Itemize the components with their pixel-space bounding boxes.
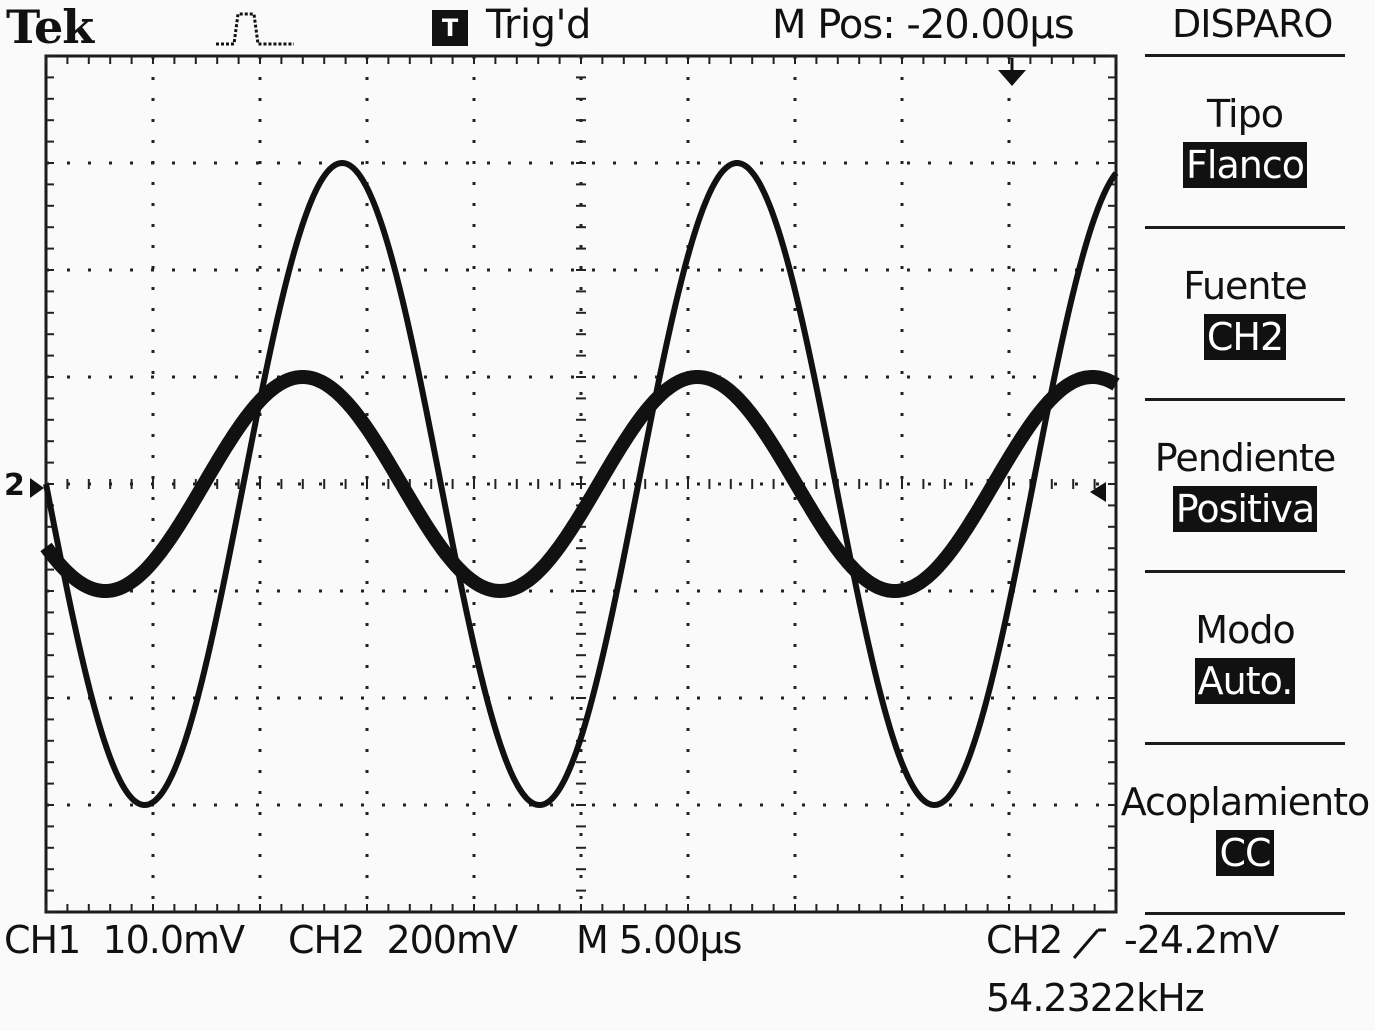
menu-item-label: Acoplamiento [1120,780,1371,824]
trigger-status: Trig'd [486,2,591,48]
menu-divider [1145,570,1345,573]
menu-item-acoplamiento[interactable]: Acoplamiento CC [1120,780,1370,876]
ch1-scale: CH1 10.0mV [4,918,245,962]
menu-divider [1145,226,1345,229]
trigger-frequency: 54.2322kHz [986,976,1205,1020]
ch2-ground-icon [30,478,44,498]
trigger-level: -24.2mV [1124,918,1279,962]
menu-item-fuente[interactable]: Fuente CH2 [1120,264,1370,360]
rising-edge-icon [1072,928,1106,959]
brand-logo: Tek [6,0,94,54]
menu-item-value: CC [1216,830,1274,876]
menu-item-label: Modo [1195,608,1295,652]
menu-divider [1145,398,1345,401]
trigger-status-icon: T [432,10,468,46]
trace-ch2 [43,160,1119,808]
menu-item-tipo[interactable]: Tipo Flanco [1120,92,1370,188]
horizontal-position: M Pos: -20.00µs [772,2,1075,48]
menu-item-value: CH2 [1203,314,1287,360]
ch2-scale: CH2 200mV [288,918,518,962]
trigger-level-icon [1090,482,1106,502]
menu-item-value: Auto. [1194,658,1296,704]
menu-item-label: Tipo [1207,92,1284,136]
trigger-menu-title: DISPARO [1172,2,1333,46]
trigger-source: CH2 [986,918,1063,962]
menu-item-value: Flanco [1183,142,1307,188]
trace-ch1 [40,370,1121,598]
menu-item-label: Pendiente [1154,436,1336,480]
menu-item-modo[interactable]: Modo Auto. [1120,608,1370,704]
menu-divider [1145,54,1345,57]
menu-item-label: Fuente [1183,264,1308,308]
trigger-position-icon [998,70,1026,86]
acquire-pulse-icon [216,12,294,46]
menu-divider [1145,742,1345,745]
timebase: M 5.00µs [576,918,742,962]
menu-item-value: Positiva [1172,486,1318,532]
ch2-ground-label: 2 [4,468,25,503]
menu-item-pendiente[interactable]: Pendiente Positiva [1120,436,1370,532]
menu-divider [1145,912,1345,915]
